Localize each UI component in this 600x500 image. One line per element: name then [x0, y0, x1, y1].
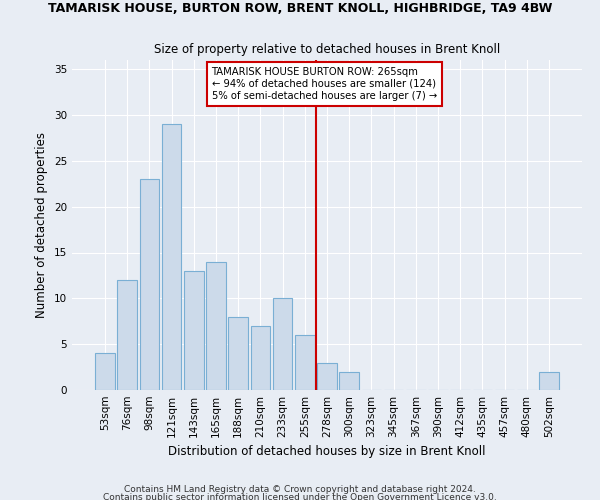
Text: Contains public sector information licensed under the Open Government Licence v3: Contains public sector information licen…	[103, 492, 497, 500]
Bar	[118, 280, 137, 390]
Bar	[206, 262, 226, 390]
Bar	[229, 316, 248, 390]
Bar	[140, 179, 159, 390]
Bar	[251, 326, 270, 390]
Bar	[317, 362, 337, 390]
Title: Size of property relative to detached houses in Brent Knoll: Size of property relative to detached ho…	[154, 43, 500, 56]
Text: TAMARISK HOUSE BURTON ROW: 265sqm
← 94% of detached houses are smaller (124)
5% : TAMARISK HOUSE BURTON ROW: 265sqm ← 94% …	[212, 68, 437, 100]
Bar	[539, 372, 559, 390]
Text: Contains HM Land Registry data © Crown copyright and database right 2024.: Contains HM Land Registry data © Crown c…	[124, 486, 476, 494]
Bar	[184, 271, 203, 390]
Bar	[340, 372, 359, 390]
Y-axis label: Number of detached properties: Number of detached properties	[35, 132, 49, 318]
Bar	[162, 124, 181, 390]
Bar	[95, 354, 115, 390]
Bar	[295, 335, 314, 390]
Bar	[273, 298, 292, 390]
Text: TAMARISK HOUSE, BURTON ROW, BRENT KNOLL, HIGHBRIDGE, TA9 4BW: TAMARISK HOUSE, BURTON ROW, BRENT KNOLL,…	[48, 2, 552, 16]
X-axis label: Distribution of detached houses by size in Brent Knoll: Distribution of detached houses by size …	[168, 446, 486, 458]
